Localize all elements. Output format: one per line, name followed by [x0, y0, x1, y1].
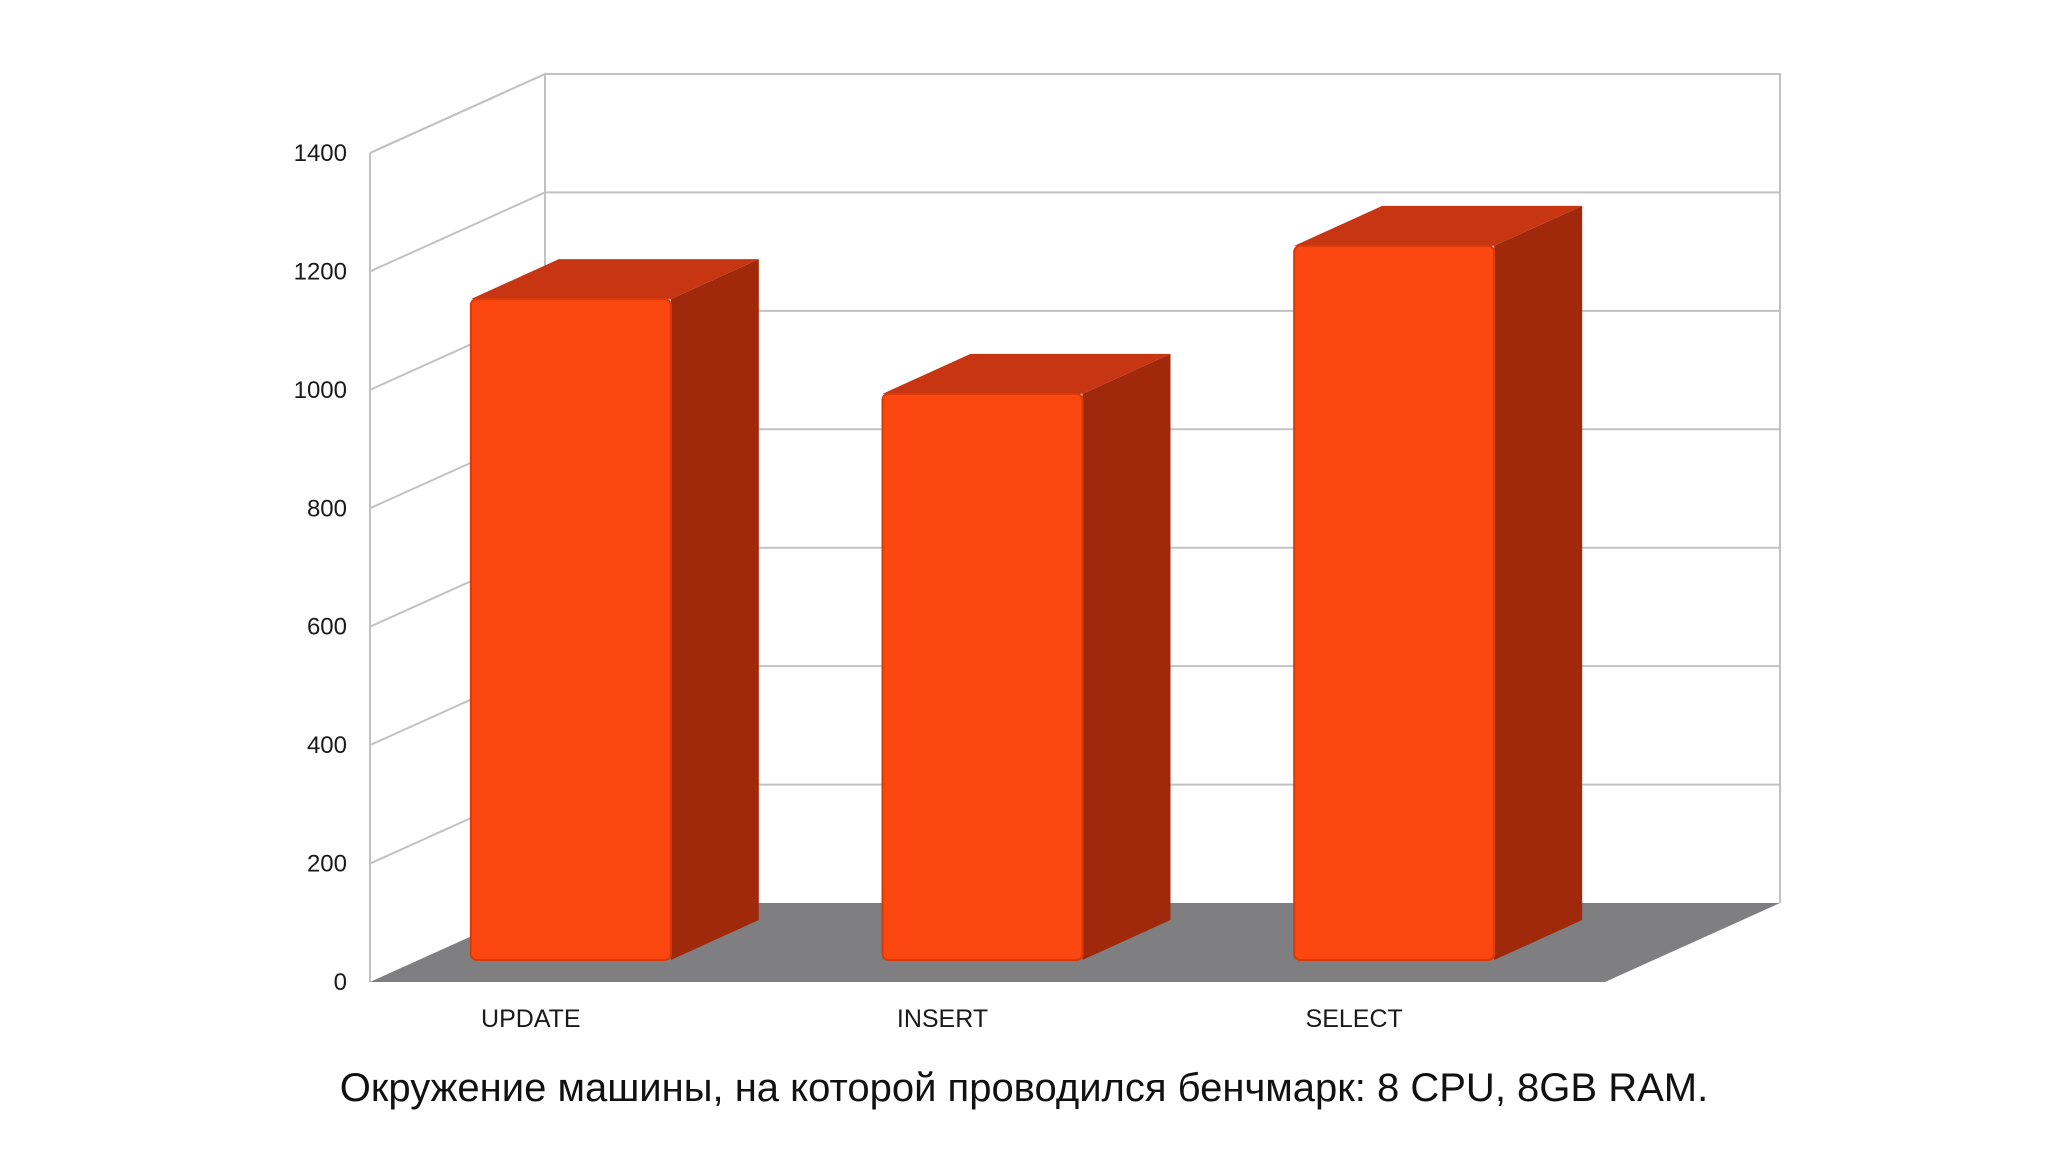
y-axis-ticks: 0 200 400 600 800 1000 1200 1400 — [294, 140, 347, 996]
y-tick-label: 600 — [307, 614, 347, 641]
y-tick-label: 800 — [307, 495, 347, 522]
bar-insert — [881, 353, 1171, 962]
x-axis-ticks: UPDATE INSERT SELECT — [481, 1005, 1403, 1033]
bar-select — [1293, 205, 1583, 962]
bars — [469, 205, 1583, 962]
grid-line-side — [369, 191, 546, 273]
y-tick-label: 200 — [307, 851, 347, 878]
bar-front — [881, 392, 1084, 962]
bar-front — [1293, 244, 1496, 962]
y-tick-label: 1000 — [294, 377, 347, 404]
y-tick-label: 400 — [307, 732, 347, 759]
y-tick-label: 1400 — [294, 140, 347, 167]
x-tick-label: INSERT — [897, 1005, 988, 1033]
grid-line-side — [369, 73, 546, 154]
bar-update — [469, 259, 759, 962]
bar-side — [670, 259, 759, 961]
bar-side — [1494, 205, 1583, 961]
x-tick-label: SELECT — [1306, 1005, 1403, 1033]
x-tick-label: UPDATE — [481, 1005, 581, 1033]
bar-front — [469, 298, 672, 962]
bar-top — [1294, 205, 1583, 246]
bar-top — [882, 353, 1171, 394]
bar-side — [1082, 353, 1171, 960]
bar-top — [470, 259, 759, 300]
y-tick-label: 1200 — [294, 258, 347, 285]
chart-caption: Окружение машины, на которой проводился … — [339, 1066, 1709, 1110]
y-tick-label: 0 — [334, 969, 347, 996]
